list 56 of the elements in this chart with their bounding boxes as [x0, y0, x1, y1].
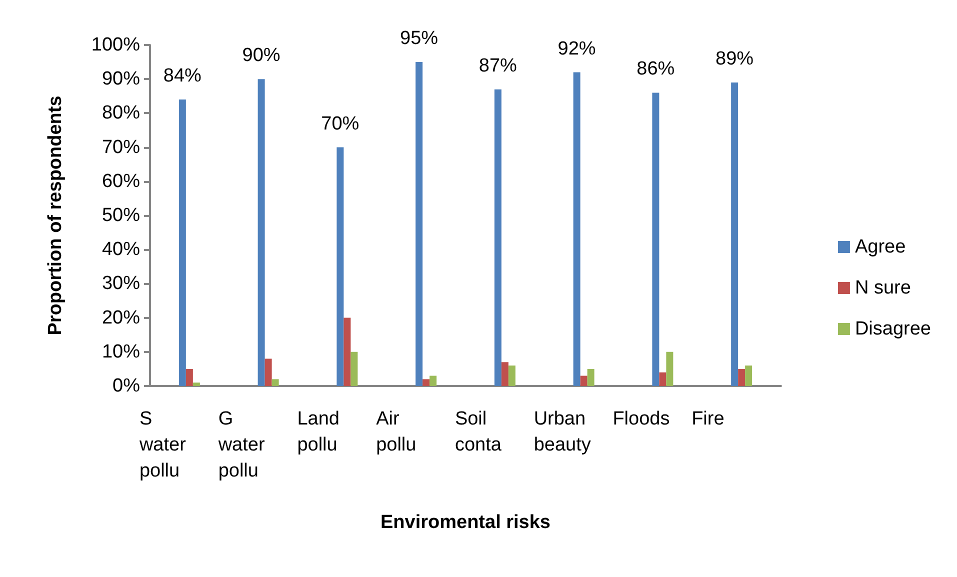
- bar: [659, 372, 666, 386]
- y-tick-label: 40%: [102, 239, 140, 260]
- y-tick-label: 90%: [102, 68, 140, 90]
- y-tick-label: 60%: [102, 170, 140, 192]
- data-label: 89%: [716, 48, 754, 70]
- x-tick-label: Urban beauty: [534, 408, 592, 456]
- bar: [652, 92, 660, 386]
- x-tick-label: Land pollu: [297, 408, 340, 456]
- y-tick-label: 30%: [102, 273, 140, 294]
- bar: [430, 376, 437, 386]
- y-tick-label: 80%: [102, 102, 140, 124]
- data-label: 87%: [478, 55, 518, 76]
- bar: [587, 368, 594, 386]
- data-label: 95%: [400, 28, 438, 50]
- bar: [264, 358, 272, 386]
- y-tick-label: 10%: [102, 341, 140, 362]
- legend-label: N sure: [854, 278, 911, 298]
- bar: [258, 79, 265, 386]
- bar: [350, 352, 358, 386]
- x-tick-label: Floods: [612, 408, 670, 430]
- x-tick-label: Fire: [692, 408, 724, 430]
- bar: [336, 147, 344, 386]
- x-tick-label: S water pollu: [138, 408, 187, 482]
- bar: [344, 318, 351, 386]
- legend-label: Agree: [854, 236, 906, 258]
- y-tick-label: 70%: [102, 136, 140, 158]
- x-tick-label: Soil conta: [454, 408, 502, 456]
- data-label: 90%: [242, 45, 280, 66]
- bar: [416, 62, 423, 386]
- bar: [186, 368, 193, 386]
- y-axis-title: Proportion of respondents: [45, 96, 66, 336]
- bar: [501, 362, 508, 386]
- data-label: 84%: [163, 66, 202, 87]
- y-tick-label: 100%: [91, 34, 140, 56]
- bar: [580, 376, 588, 386]
- bar: [494, 89, 502, 386]
- bar: [178, 100, 186, 386]
- bar: [573, 72, 580, 386]
- bar: [738, 368, 746, 386]
- y-tick-label: 20%: [102, 307, 140, 328]
- data-label: 86%: [636, 58, 675, 80]
- bar: [745, 366, 752, 386]
- bar: [731, 82, 738, 386]
- data-label: 92%: [558, 38, 596, 60]
- bar: [192, 382, 200, 386]
- legend-label: Disagree: [854, 318, 932, 340]
- data-label: 70%: [321, 113, 360, 134]
- x-axis-title: Enviromental risks: [380, 512, 551, 533]
- x-tick-label: G water pollu: [217, 408, 266, 482]
- bar: [422, 379, 430, 386]
- bar: [272, 379, 279, 386]
- bar: [508, 366, 516, 386]
- y-tick-label: 50%: [102, 205, 140, 226]
- bar: [666, 352, 674, 386]
- y-tick-label: 0%: [112, 376, 140, 396]
- x-tick-label: Air pollu: [376, 408, 416, 456]
